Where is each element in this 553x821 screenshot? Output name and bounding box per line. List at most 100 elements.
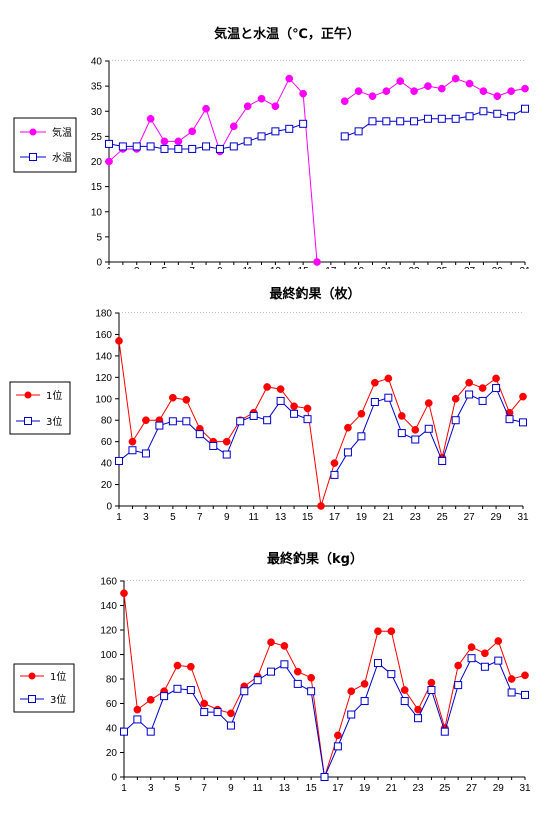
legend-marker-rank1 xyxy=(24,391,32,399)
data-point xyxy=(299,89,307,98)
chart3-y-ticks: 0 20 40 60 80 100 120 140 160 xyxy=(100,577,124,784)
data-point xyxy=(357,409,366,418)
chart2-plot-area xyxy=(118,313,523,507)
data-point xyxy=(226,721,235,730)
data-point xyxy=(280,660,289,669)
legend-label-air: 気温 xyxy=(52,126,72,139)
data-point xyxy=(213,708,222,717)
data-point xyxy=(454,681,463,690)
x-tick-label: 31 xyxy=(519,266,531,277)
legend-marker-air xyxy=(29,128,37,136)
legend-marker-water xyxy=(29,153,37,161)
data-point xyxy=(299,119,308,128)
data-point xyxy=(280,642,289,650)
data-point xyxy=(146,114,155,123)
x-tick-label: 19 xyxy=(359,783,371,794)
chart1-plot-area xyxy=(108,61,525,263)
data-point xyxy=(521,690,529,699)
data-point xyxy=(271,127,280,136)
plot-background xyxy=(124,581,525,777)
chart2-title: 最終釣果（枚） xyxy=(269,286,360,302)
data-point xyxy=(368,117,377,126)
y-tick-label: 100 xyxy=(100,650,117,661)
data-point xyxy=(411,435,420,444)
data-point xyxy=(507,87,515,96)
y-tick-label: 140 xyxy=(95,351,112,362)
data-point xyxy=(382,87,391,96)
chart2-legend: 1位 3位 xyxy=(9,381,71,435)
data-point xyxy=(168,417,177,426)
data-point xyxy=(202,142,211,151)
legend-label-water: 水温 xyxy=(52,152,72,164)
x-tick-label: 27 xyxy=(464,266,476,277)
data-point xyxy=(209,441,218,450)
data-point xyxy=(424,82,432,90)
data-point xyxy=(105,157,113,166)
data-point xyxy=(396,117,405,126)
x-tick-label: 25 xyxy=(437,512,449,523)
data-point xyxy=(188,127,197,136)
chart2-y-ticks: 0 20 40 60 80 100 120 140 160 180 xyxy=(95,309,119,513)
data-point xyxy=(257,132,266,141)
series-line-1 xyxy=(108,77,318,263)
chart1-legend-box xyxy=(13,117,77,173)
data-point xyxy=(354,127,363,136)
data-point xyxy=(173,661,182,670)
plot-background xyxy=(109,61,525,262)
chart3-series xyxy=(120,589,529,781)
data-point xyxy=(396,77,405,85)
x-tick-label: 1 xyxy=(121,783,127,794)
x-tick-label: 27 xyxy=(466,783,478,794)
data-point xyxy=(400,697,409,706)
data-point xyxy=(340,132,349,141)
x-tick-label: 21 xyxy=(381,266,393,277)
data-point xyxy=(229,142,238,151)
data-point xyxy=(481,649,489,658)
x-tick-label: 17 xyxy=(332,783,344,794)
y-tick-label: 0 xyxy=(96,258,102,269)
x-tick-label: 3 xyxy=(148,783,154,794)
chart2-legend-box xyxy=(9,381,71,435)
data-point xyxy=(276,385,285,393)
data-point xyxy=(521,84,529,93)
x-tick-label: 31 xyxy=(519,783,531,794)
data-point xyxy=(263,416,272,425)
data-point xyxy=(340,97,349,106)
data-point xyxy=(317,502,325,510)
chart2-series xyxy=(115,337,527,510)
data-point xyxy=(160,137,169,146)
chart1-series xyxy=(105,74,529,266)
data-point xyxy=(276,396,285,405)
data-point xyxy=(229,122,238,131)
data-point xyxy=(519,392,527,401)
legend-marker-rank1-kg xyxy=(28,672,36,680)
data-point xyxy=(424,399,433,407)
data-point xyxy=(507,688,516,697)
data-point xyxy=(105,139,113,148)
data-point xyxy=(257,94,266,103)
data-point xyxy=(505,415,514,424)
data-point xyxy=(236,417,245,426)
data-point xyxy=(479,107,488,116)
data-point xyxy=(146,727,155,736)
y-tick-label: 20 xyxy=(106,748,118,759)
legend-label-rank3: 3位 xyxy=(46,415,62,428)
data-point xyxy=(186,686,195,695)
x-tick-label: 17 xyxy=(325,266,337,277)
data-point xyxy=(115,337,123,345)
data-point xyxy=(451,394,460,403)
data-point xyxy=(174,144,183,153)
x-tick-label: 17 xyxy=(329,512,341,523)
chart1-y-ticks: 0 5 10 15 20 25 30 35 40 xyxy=(91,57,109,269)
data-point xyxy=(451,74,460,83)
y-tick-label: 80 xyxy=(101,416,113,427)
x-tick-label: 7 xyxy=(197,512,203,523)
data-point xyxy=(303,404,312,413)
data-point xyxy=(465,79,474,88)
data-point xyxy=(437,114,446,123)
data-point xyxy=(384,393,393,402)
data-point xyxy=(249,411,258,420)
x-tick-label: 19 xyxy=(353,266,365,277)
data-point xyxy=(142,416,150,425)
